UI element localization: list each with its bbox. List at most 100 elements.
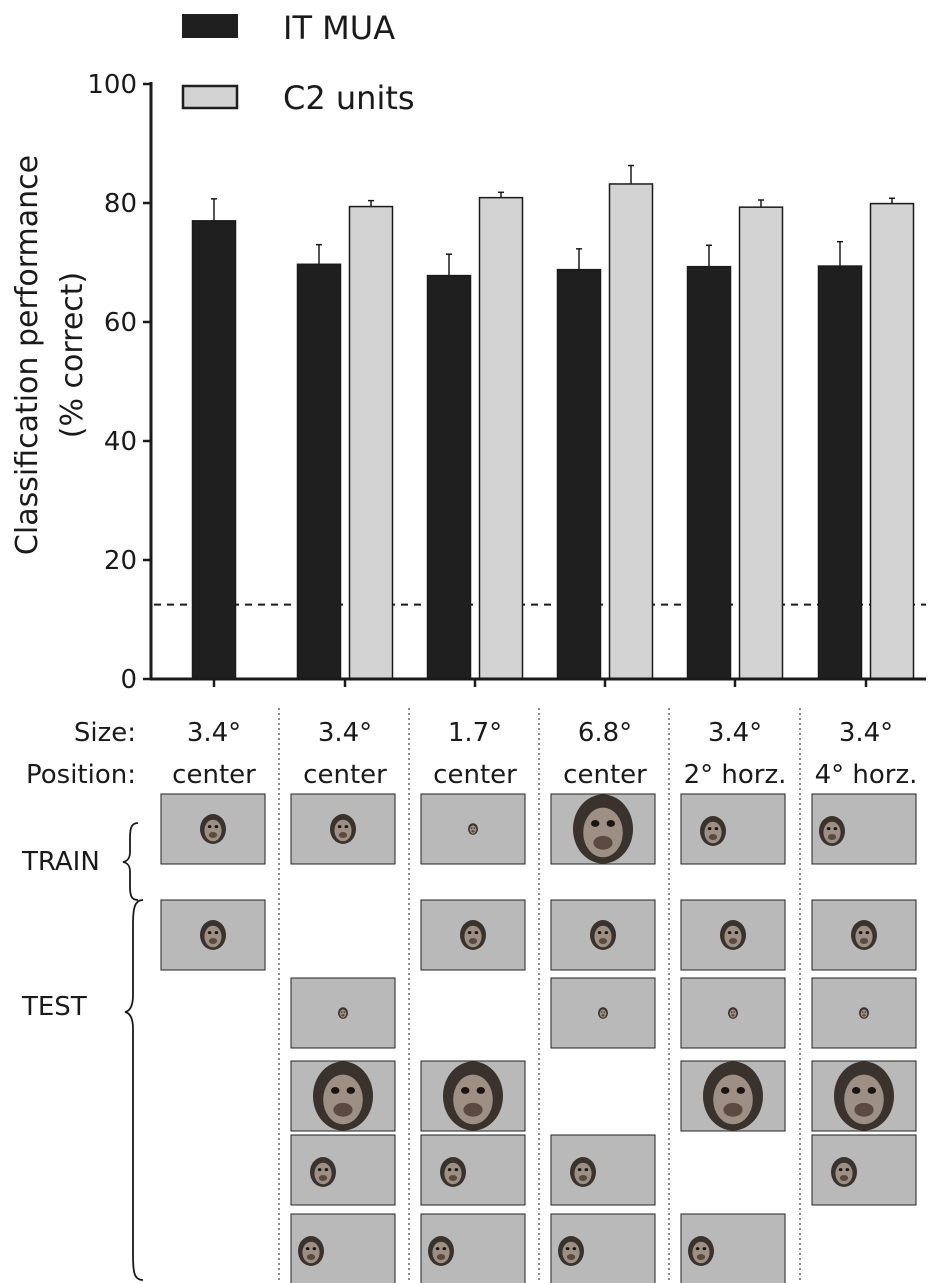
error-bar-c2-units-6: [889, 198, 895, 203]
test-stimulus-6-1: [812, 900, 916, 970]
bar-c2-units-2: [350, 207, 393, 679]
bar-c2-units-5: [740, 207, 783, 679]
monkey-face-image: [851, 920, 877, 950]
monkey-face-image: [313, 1062, 373, 1131]
face-muzzle: [567, 1254, 575, 1260]
test-stimulus-4-2: [551, 978, 655, 1048]
face-skin: [692, 1242, 709, 1264]
face-muzzle: [697, 1254, 705, 1260]
test-stimulus-5-3: [681, 1061, 785, 1131]
face-muzzle: [463, 1103, 482, 1117]
face-skin: [704, 822, 721, 844]
error-bar-c2-units-2: [368, 201, 374, 207]
train-brace: [123, 823, 138, 900]
monkey-face-image: [570, 1157, 596, 1187]
error-bar-c2-units-3: [498, 192, 504, 197]
face-eye-right: [585, 1168, 589, 1171]
error-bar-it-mua-5: [706, 245, 712, 266]
monkey-face-image: [720, 920, 746, 950]
bar-it-mua-5: [688, 267, 731, 679]
test-stimulus-3-1: [421, 900, 525, 970]
bar-it-mua-3: [428, 276, 471, 679]
face-muzzle: [593, 836, 612, 850]
bar-it-mua-2: [298, 264, 341, 679]
face-skin: [562, 1242, 579, 1264]
test-stimulus-4-3: [551, 1135, 655, 1205]
condition-size-2: 3.4°: [318, 718, 372, 748]
face-muzzle: [333, 1103, 352, 1117]
face-eye-right: [604, 1012, 605, 1013]
bars: [193, 166, 914, 679]
bar-c2-units-6: [871, 204, 914, 679]
face-eye-right: [734, 1012, 735, 1013]
face-skin: [713, 1075, 753, 1125]
face-skin: [600, 1009, 607, 1017]
error-bar-it-mua-4: [576, 249, 582, 270]
monkey-face-image: [859, 1007, 869, 1019]
monkey-face-image: [703, 1062, 763, 1131]
train-stimulus-4: [551, 794, 655, 864]
test-stimulus-2-1: [291, 978, 395, 1048]
condition-size-1: 3.4°: [187, 718, 241, 748]
face-eye-right: [573, 1247, 577, 1250]
train-stimulus-5: [681, 794, 785, 864]
monkey-face-image: [443, 1062, 503, 1131]
face-eye-left: [471, 828, 472, 829]
face-eye-right: [215, 825, 219, 828]
face-skin: [314, 1163, 331, 1185]
error-bar-c2-units-4: [628, 166, 634, 184]
test-stimulus-3-3: [421, 1135, 525, 1205]
monkey-face-image: [598, 1007, 608, 1019]
error-bar-it-mua-6: [837, 242, 843, 266]
face-muzzle: [729, 938, 737, 944]
train-stimulus-1: [161, 794, 265, 864]
face-eye-left: [448, 1168, 452, 1171]
face-skin: [432, 1242, 449, 1264]
face-eye-left: [852, 1087, 860, 1094]
face-eye-left: [839, 1168, 843, 1171]
face-muzzle: [854, 1103, 873, 1117]
train-stimulus-3: [421, 794, 525, 864]
bar-c2-units-3: [480, 198, 523, 679]
condition-size-6: 3.4°: [839, 718, 893, 748]
axes: [150, 82, 926, 687]
face-muzzle: [862, 1014, 865, 1016]
monkey-face-image: [298, 1236, 324, 1266]
test-stimulus-5-4: [681, 1214, 785, 1283]
face-eye-left: [598, 931, 602, 934]
face-eye-left: [468, 931, 472, 934]
condition-position-4: center: [563, 760, 647, 790]
stimulus-background: [681, 794, 785, 864]
face-eye-left: [731, 1012, 732, 1013]
face-muzzle: [731, 1014, 734, 1016]
test-stimulus-2-3: [291, 1135, 395, 1205]
legend-swatch-c2-units: [183, 86, 237, 108]
face-eye-left: [566, 1247, 570, 1250]
bar-it-mua-4: [558, 270, 601, 679]
face-skin: [724, 926, 741, 948]
test-stimulus-4-1: [551, 900, 655, 970]
stimulus-background: [291, 1135, 395, 1205]
face-muzzle: [840, 1175, 848, 1181]
face-muzzle: [579, 1175, 587, 1181]
face-eye-right: [313, 1247, 317, 1250]
face-eye-right: [477, 1087, 485, 1094]
face-eye-right: [605, 931, 609, 934]
legend-label-c2-units: C2 units: [283, 79, 415, 117]
face-skin: [574, 1163, 591, 1185]
error-bar-it-mua-1: [211, 199, 217, 221]
face-muzzle: [209, 832, 217, 838]
face-muzzle: [437, 1254, 445, 1260]
test-stimulus-1-1: [161, 900, 265, 970]
face-eye-left: [591, 820, 599, 827]
y-axis: 0 20 40 60 80 100: [87, 70, 151, 695]
test-stimulus-3-2: [421, 1061, 525, 1131]
face-skin: [470, 825, 477, 833]
monkey-face-image: [700, 816, 726, 846]
condition-position-6: 4° horz.: [815, 760, 918, 790]
y-tick-label: 100: [87, 70, 137, 100]
monkey-face-image: [440, 1157, 466, 1187]
face-eye-left: [331, 1087, 339, 1094]
y-tick-label: 60: [104, 308, 137, 338]
face-eye-right: [846, 1168, 850, 1171]
